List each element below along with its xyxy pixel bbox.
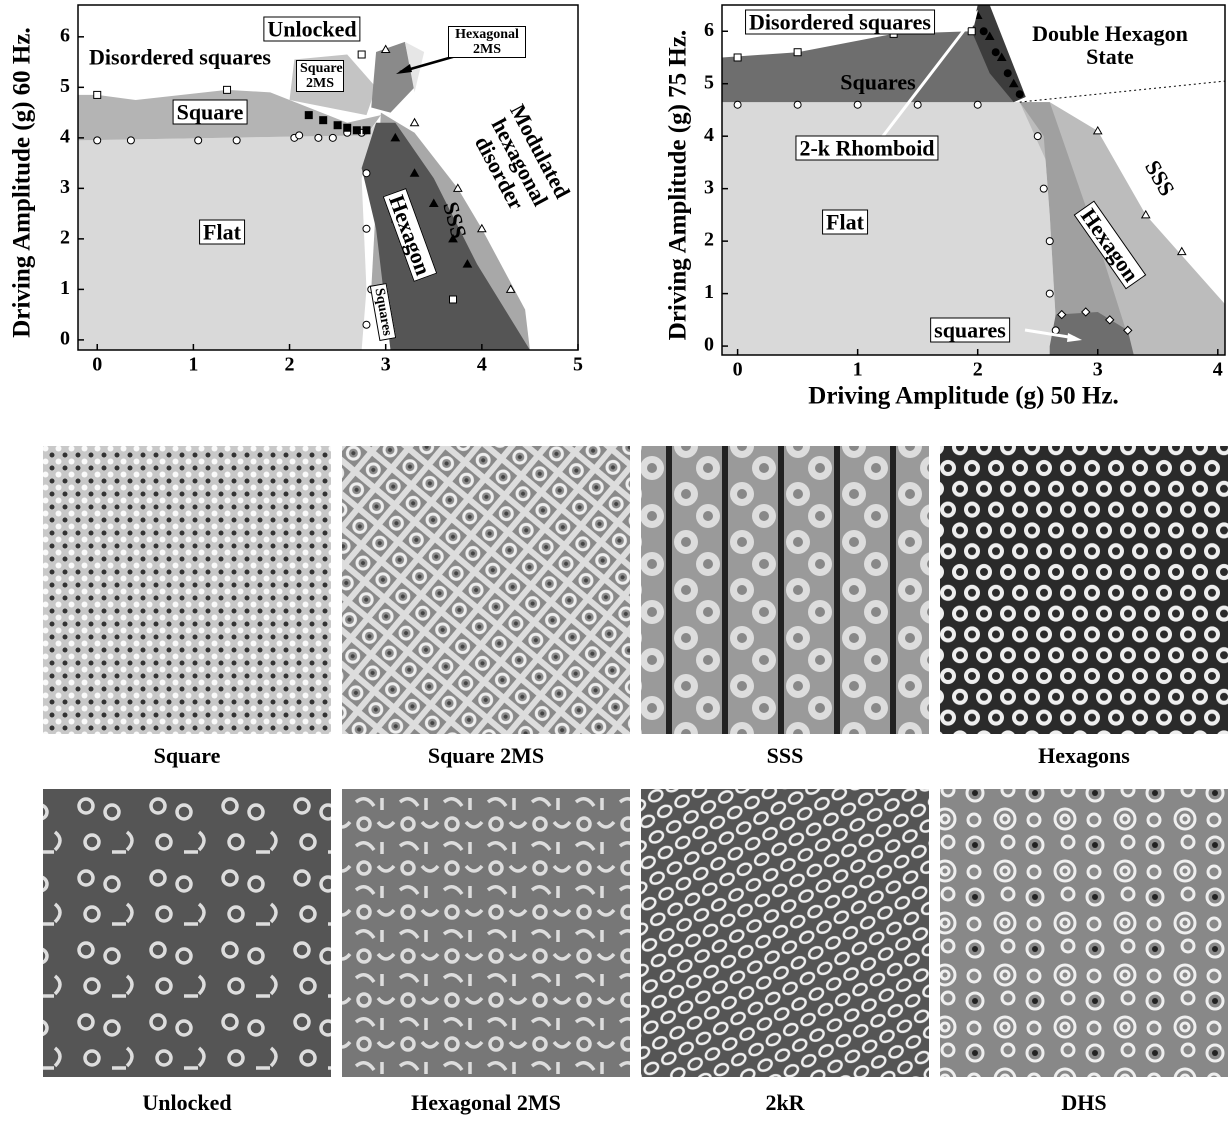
x-tick-label: 1: [853, 359, 863, 381]
marker: [127, 137, 134, 144]
y-tick-label: 0: [704, 334, 714, 356]
marker: [363, 321, 370, 328]
marker: [363, 170, 370, 177]
pattern-image: [342, 789, 630, 1077]
x-tick-label: 0: [92, 354, 102, 376]
pattern-image: [940, 446, 1228, 734]
y-tick-label: 3: [60, 176, 70, 198]
x-tick-label: 4: [477, 354, 487, 376]
x-tick-label: 5: [573, 354, 583, 376]
pattern-image: [641, 789, 929, 1077]
x-tick-label: 0: [733, 359, 743, 381]
marker: [329, 134, 336, 141]
y-tick-label: 6: [60, 24, 70, 46]
y-tick-label: 1: [704, 281, 714, 303]
marker: [734, 101, 741, 108]
region-label: Disordered squares: [745, 10, 935, 35]
pattern-image: [43, 789, 331, 1077]
marker: [992, 49, 999, 56]
region-label: Hexagonal 2MS: [448, 26, 526, 58]
y-tick-label: 1: [60, 277, 70, 299]
x-tick-label: 3: [1093, 359, 1103, 381]
x-tick-label: 2: [285, 354, 295, 376]
region-label: Unlocked: [263, 17, 360, 42]
region-label: Squares: [840, 71, 915, 94]
marker: [1016, 91, 1023, 98]
y-tick-label: 5: [60, 75, 70, 97]
pattern-image: [940, 789, 1228, 1077]
y-tick-label: 3: [704, 176, 714, 198]
y-tick-label: 5: [704, 71, 714, 93]
marker: [363, 225, 370, 232]
marker: [320, 117, 327, 124]
marker: [344, 124, 351, 131]
marker: [914, 101, 921, 108]
panel-caption: Square: [154, 743, 221, 768]
pattern-image: [342, 446, 630, 734]
marker: [296, 132, 303, 139]
marker: [94, 91, 101, 98]
panel-caption: SSS: [767, 743, 804, 768]
marker: [974, 101, 981, 108]
x-tick-label: 1: [188, 354, 198, 376]
pattern-image: [641, 446, 929, 734]
region-label: Flat: [199, 220, 245, 245]
panel-caption: Square 2MS: [428, 743, 544, 768]
y-axis-label: Driving Amplitude (g) 75 Hz.: [665, 30, 692, 340]
y-tick-label: 4: [60, 125, 70, 147]
marker: [315, 134, 322, 141]
region-label: Square: [173, 100, 248, 125]
marker: [363, 127, 370, 134]
marker: [94, 137, 101, 144]
panel-caption: Hexagonal 2MS: [411, 1090, 561, 1115]
marker: [794, 101, 801, 108]
x-tick-label: 2: [973, 359, 983, 381]
panel-caption: Hexagons: [1038, 743, 1130, 768]
marker: [224, 86, 231, 93]
marker: [353, 127, 360, 134]
panel-caption: Unlocked: [142, 1090, 231, 1115]
marker: [854, 101, 861, 108]
marker: [233, 137, 240, 144]
panel-caption: DHS: [1061, 1090, 1106, 1115]
region-label: 2-k Rhomboid: [795, 136, 938, 161]
y-tick-label: 6: [704, 19, 714, 41]
region-label: Flat: [822, 210, 868, 235]
marker: [794, 49, 801, 56]
marker: [1046, 238, 1053, 245]
y-axis-label: Driving Amplitude (g) 60 Hz.: [9, 27, 36, 337]
marker: [334, 122, 341, 129]
marker: [195, 137, 202, 144]
region-label: squares: [930, 318, 1010, 343]
marker: [968, 28, 975, 35]
region-label: Double Hexagon State: [1015, 22, 1205, 68]
x-tick-label: 3: [381, 354, 391, 376]
region-label: Disordered squares: [89, 46, 271, 69]
marker: [358, 51, 365, 58]
figure-svg: 0 1 2 3 4 5 0 1 2 3 4 5 6 Driving Amplitude (g) 60 Hz…: [0, 0, 1231, 1129]
figure: 0 1 2 3 4 5 0 1 2 3 4 5 6 Driving Amplitude (g) 60 Hz…: [0, 0, 1231, 1129]
marker: [1040, 185, 1047, 192]
x-axis-label: Driving Amplitude (g) 50 Hz.: [808, 383, 1118, 410]
pattern-image: [43, 446, 331, 734]
region-label: Square 2MS: [296, 60, 344, 92]
marker: [1034, 133, 1041, 140]
marker: [734, 54, 741, 61]
y-tick-label: 0: [60, 327, 70, 349]
marker: [1004, 70, 1011, 77]
y-tick-label: 4: [704, 124, 714, 146]
marker: [305, 112, 312, 119]
y-tick-label: 2: [704, 229, 714, 251]
y-tick-label: 2: [60, 226, 70, 248]
marker: [1052, 327, 1059, 334]
marker: [450, 296, 457, 303]
marker: [980, 28, 987, 35]
x-tick-label: 4: [1213, 359, 1223, 381]
marker: [1046, 290, 1053, 297]
panel-caption: 2kR: [765, 1090, 805, 1115]
